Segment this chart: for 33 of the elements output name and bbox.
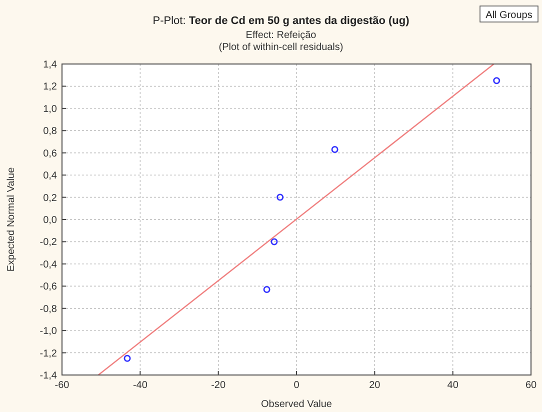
chart-title: P-Plot: Teor de Cd em 50 g antes da digestão (ug) <box>152 15 410 27</box>
x-tick-label: 20 <box>369 380 381 391</box>
y-tick-label: 1,0 <box>43 104 58 115</box>
y-tick-label: 0,8 <box>43 126 58 138</box>
text: All Groups <box>486 10 532 21</box>
point <box>331 146 338 154</box>
point <box>263 286 270 293</box>
x-axis-title: Observed Value <box>261 399 332 410</box>
y-tick-label: -1,4 <box>40 370 58 382</box>
x-tick-label: -20 <box>211 380 226 391</box>
point <box>276 194 284 201</box>
y-tick-label: 0,0 <box>43 215 58 226</box>
point <box>124 354 131 362</box>
y-tick-label: -0,4 <box>40 259 58 270</box>
y-tick-label: -0,2 <box>40 237 58 248</box>
y-tick-label: 0,4 <box>43 170 58 182</box>
y-tick-label: 1,4 <box>43 60 58 70</box>
y-tick-label: -0,8 <box>40 304 58 315</box>
point <box>270 238 278 246</box>
y-tick-label: 0,6 <box>43 148 58 160</box>
y-tick-label: 1,2 <box>43 82 58 93</box>
x-tick-label: 0 <box>294 380 300 391</box>
y-tick-label: -1,2 <box>40 348 58 360</box>
x-tick-label: -60 <box>54 380 70 391</box>
y-axis-title: Expected Normal Value <box>6 166 17 272</box>
point <box>493 77 500 84</box>
y-tick-label: 0,2 <box>43 192 58 204</box>
x-tick-label: 40 <box>447 380 459 391</box>
chart-subtitle: Effect: Refeição (Plot of within-cell residuals) <box>218 30 344 53</box>
y-tick-label: -1,0 <box>40 326 58 338</box>
x-tick-label: -40 <box>132 380 148 391</box>
x-tick-label: 60 <box>525 380 537 391</box>
y-tick-label: -0,6 <box>40 282 58 293</box>
